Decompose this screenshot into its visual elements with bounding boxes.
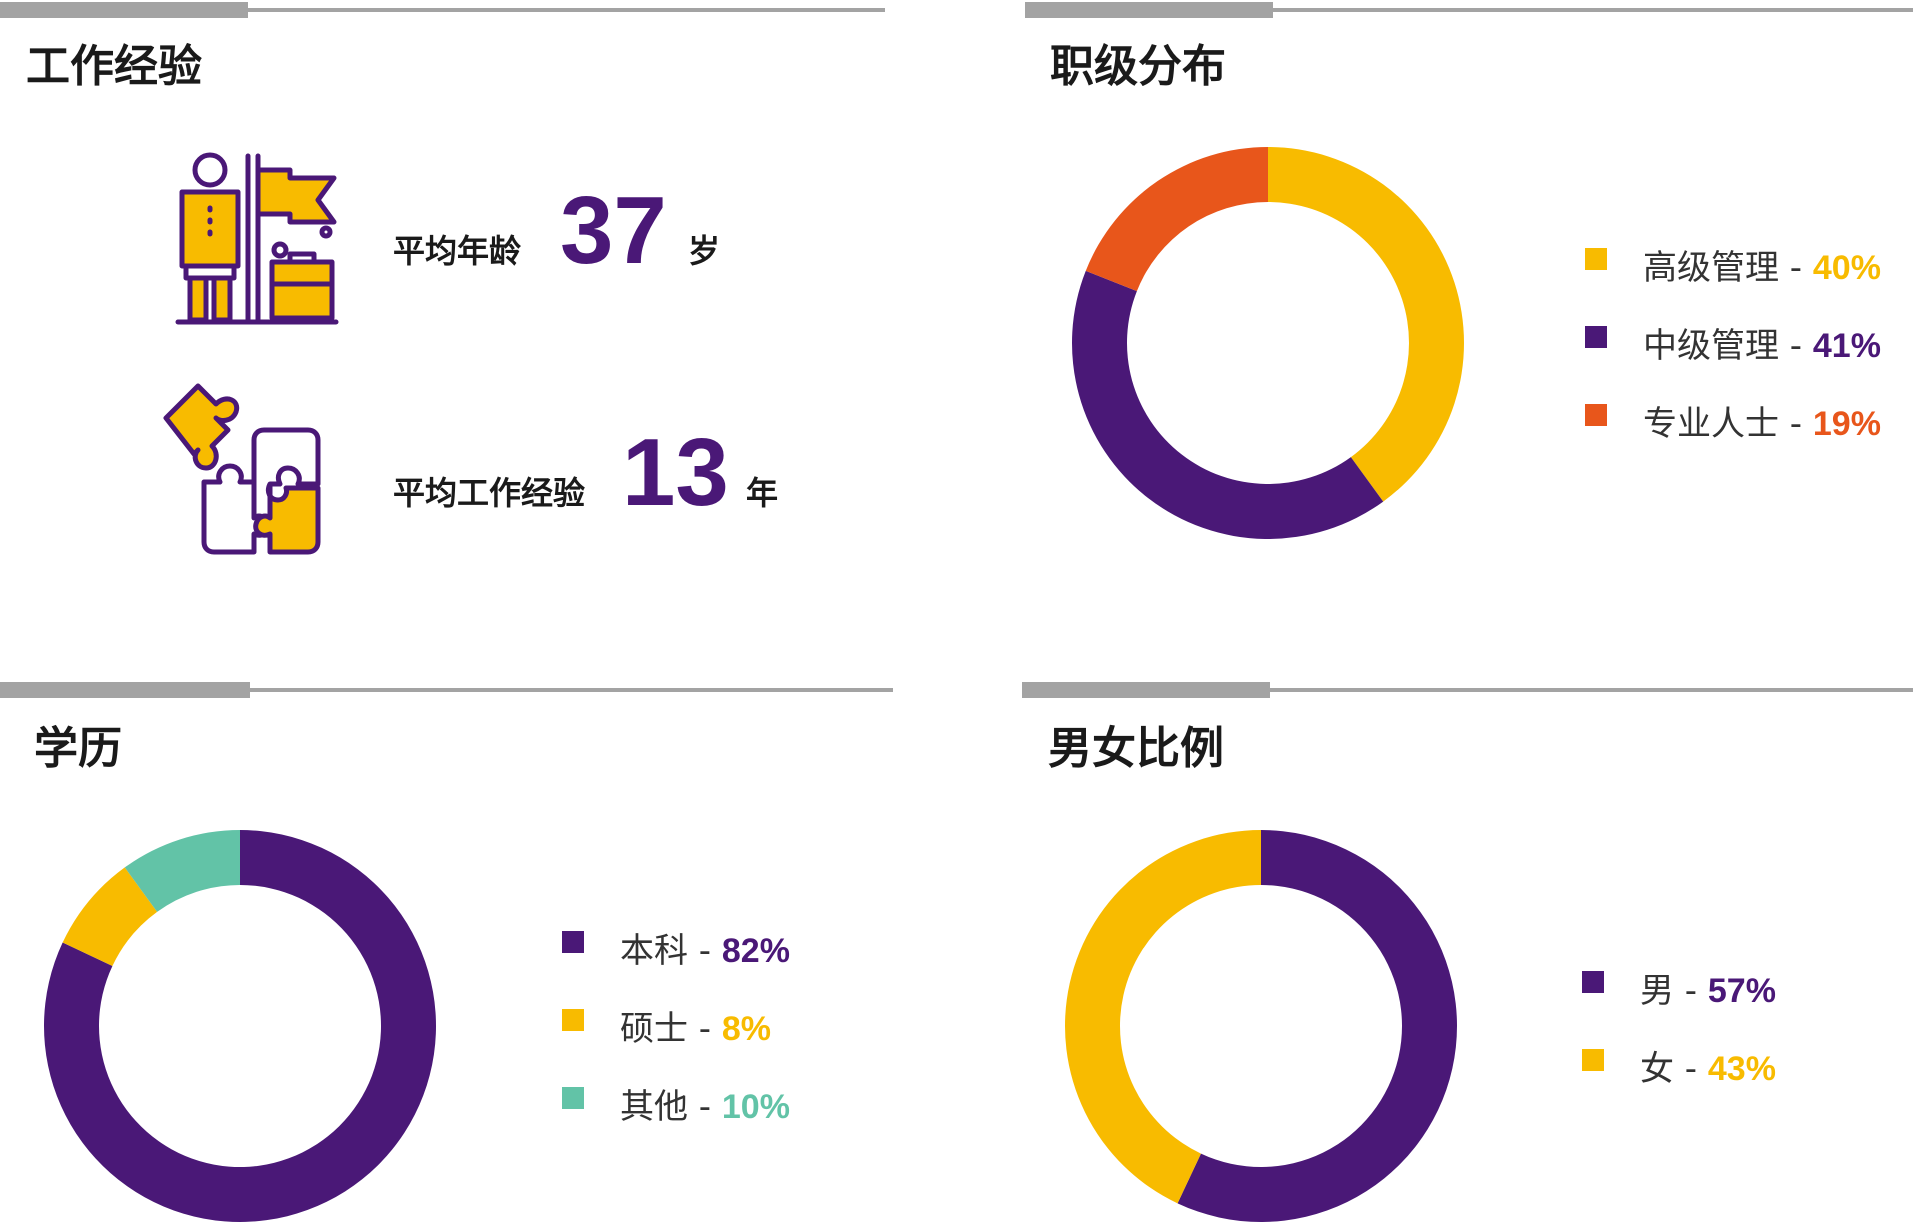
legend-separator: - xyxy=(688,931,722,971)
donut-slice-1 xyxy=(62,867,158,966)
legend-value: 8% xyxy=(721,1010,772,1048)
legend-swatch xyxy=(562,1087,584,1109)
legend-label: 本科 - 82% xyxy=(620,923,790,972)
legend-category: 男 xyxy=(1640,971,1674,1011)
puzzle-icon xyxy=(163,383,321,555)
donut-chart-job-level xyxy=(1072,147,1464,539)
section-divider-accent xyxy=(0,2,248,18)
legend-value: 82% xyxy=(721,932,790,970)
legend-swatch xyxy=(1582,971,1604,993)
legend-swatch xyxy=(1582,1049,1604,1071)
section-divider xyxy=(1022,688,1913,692)
section-divider-accent xyxy=(1022,682,1270,698)
legend-category: 本科 xyxy=(620,931,688,971)
legend-swatch xyxy=(1585,326,1607,348)
legend-value: 41% xyxy=(1812,327,1881,365)
person-flag-briefcase-icon xyxy=(175,152,339,325)
legend-label: 中级管理 - 41% xyxy=(1643,318,1881,367)
legend-swatch xyxy=(1585,404,1607,426)
section-divider-accent xyxy=(1025,2,1273,18)
legend-label: 硕士 - 8% xyxy=(620,1001,771,1050)
donut-slice-2 xyxy=(124,830,240,912)
legend-swatch xyxy=(562,931,584,953)
legend-category: 其他 xyxy=(620,1087,688,1127)
legend-label: 高级管理 - 40% xyxy=(1643,240,1881,289)
average-experience-label: 平均工作经验 xyxy=(393,474,586,512)
legend-label: 其他 - 10% xyxy=(620,1079,790,1128)
average-age-unit: 岁 xyxy=(688,232,721,270)
donut-slice-0 xyxy=(1177,830,1457,1222)
legend-separator: - xyxy=(1674,1049,1708,1089)
donut-slice-2 xyxy=(1085,147,1268,292)
legend-label: 女 - 43% xyxy=(1640,1041,1776,1090)
section-divider xyxy=(0,8,885,12)
section-divider-accent xyxy=(0,682,250,698)
donut-slice-1 xyxy=(1065,830,1261,1204)
legend-swatch xyxy=(562,1009,584,1031)
legend-separator: - xyxy=(1779,248,1813,288)
legend-category: 女 xyxy=(1640,1049,1674,1089)
legend-value: 57% xyxy=(1707,972,1776,1010)
legend-value: 43% xyxy=(1707,1050,1776,1088)
legend-value: 19% xyxy=(1812,405,1881,443)
legend-separator: - xyxy=(688,1009,722,1049)
donut-slice-0 xyxy=(1268,147,1464,502)
chart-title-gender: 男女比例 xyxy=(1048,723,1224,774)
donut-chart-education xyxy=(43,830,436,1222)
legend-category: 专业人士 xyxy=(1643,404,1779,444)
donut-slice-1 xyxy=(1072,270,1384,539)
legend-value: 10% xyxy=(721,1088,790,1126)
legend-separator: - xyxy=(1779,404,1813,444)
average-age-label: 平均年龄 xyxy=(393,232,522,270)
average-age-value: 37 xyxy=(560,177,667,284)
donut-chart-gender xyxy=(1065,830,1457,1222)
legend-swatch xyxy=(1585,248,1607,270)
legend-separator: - xyxy=(688,1087,722,1127)
legend-category: 硕士 xyxy=(620,1009,688,1049)
chart-title-education: 学历 xyxy=(34,723,122,774)
chart-title-job-level: 职级分布 xyxy=(1050,41,1226,92)
legend-value: 40% xyxy=(1812,249,1881,287)
average-experience-value: 13 xyxy=(622,419,729,526)
legend-separator: - xyxy=(1674,971,1708,1011)
section-divider xyxy=(0,688,893,692)
legend-separator: - xyxy=(1779,326,1813,366)
section-divider xyxy=(1025,8,1913,12)
legend-category: 中级管理 xyxy=(1643,326,1779,366)
legend-label: 男 - 57% xyxy=(1640,963,1776,1012)
section-title-work-experience: 工作经验 xyxy=(26,41,202,92)
legend-label: 专业人士 - 19% xyxy=(1643,396,1881,445)
average-experience-unit: 年 xyxy=(746,474,779,512)
legend-category: 高级管理 xyxy=(1643,248,1779,288)
